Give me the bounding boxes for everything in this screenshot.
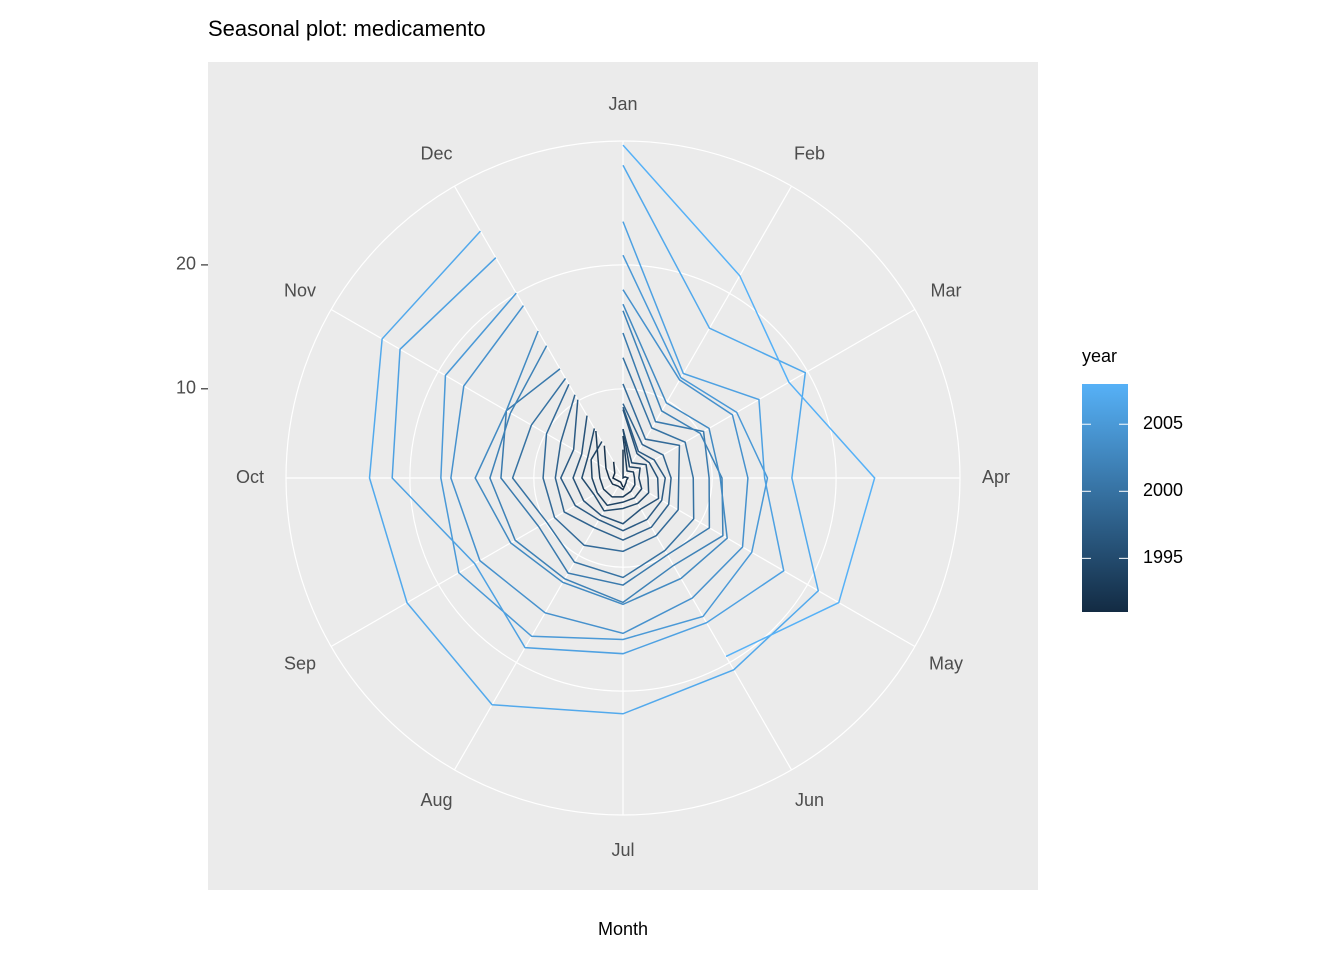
month-label: Nov xyxy=(284,280,316,300)
year-line xyxy=(559,399,667,532)
month-label: Oct xyxy=(236,467,264,487)
chart-title: Seasonal plot: medicamento xyxy=(208,16,486,41)
legend-title: year xyxy=(1082,346,1117,366)
y-tick-label: 20 xyxy=(176,254,196,274)
month-label: Aug xyxy=(420,790,452,810)
year-line xyxy=(542,383,681,553)
year-line xyxy=(554,394,672,541)
month-label: Jan xyxy=(608,94,637,114)
month-label: Jun xyxy=(795,790,824,810)
year-line xyxy=(440,254,769,641)
legend-label: 2005 xyxy=(1143,413,1183,433)
spoke xyxy=(330,477,624,648)
spoke xyxy=(330,308,624,479)
colorbar xyxy=(1082,384,1128,612)
spoke xyxy=(453,477,624,771)
year-line xyxy=(590,429,643,507)
legend-label: 2000 xyxy=(1143,480,1183,500)
year-line xyxy=(511,357,695,579)
year-line xyxy=(603,445,630,491)
month-label: Sep xyxy=(284,653,316,673)
year-line xyxy=(612,461,624,488)
year-line xyxy=(489,310,724,604)
spoke xyxy=(622,185,793,479)
month-label: Jul xyxy=(611,840,634,860)
month-label: Apr xyxy=(982,467,1010,487)
year-line xyxy=(450,289,749,635)
month-label: May xyxy=(929,653,963,673)
year-line xyxy=(595,430,636,498)
year-line xyxy=(391,221,785,655)
x-axis-label: Month xyxy=(598,919,648,939)
legend-label: 1995 xyxy=(1143,547,1183,567)
year-line xyxy=(474,303,728,606)
spoke xyxy=(622,477,916,648)
month-label: Feb xyxy=(794,144,825,164)
year-line xyxy=(572,409,660,525)
y-tick-label: 10 xyxy=(176,378,196,398)
month-label: Dec xyxy=(420,144,452,164)
year-line xyxy=(368,164,820,715)
spoke xyxy=(622,308,916,479)
year-line xyxy=(581,428,650,512)
month-label: Mar xyxy=(931,280,962,300)
year-line xyxy=(622,144,876,658)
